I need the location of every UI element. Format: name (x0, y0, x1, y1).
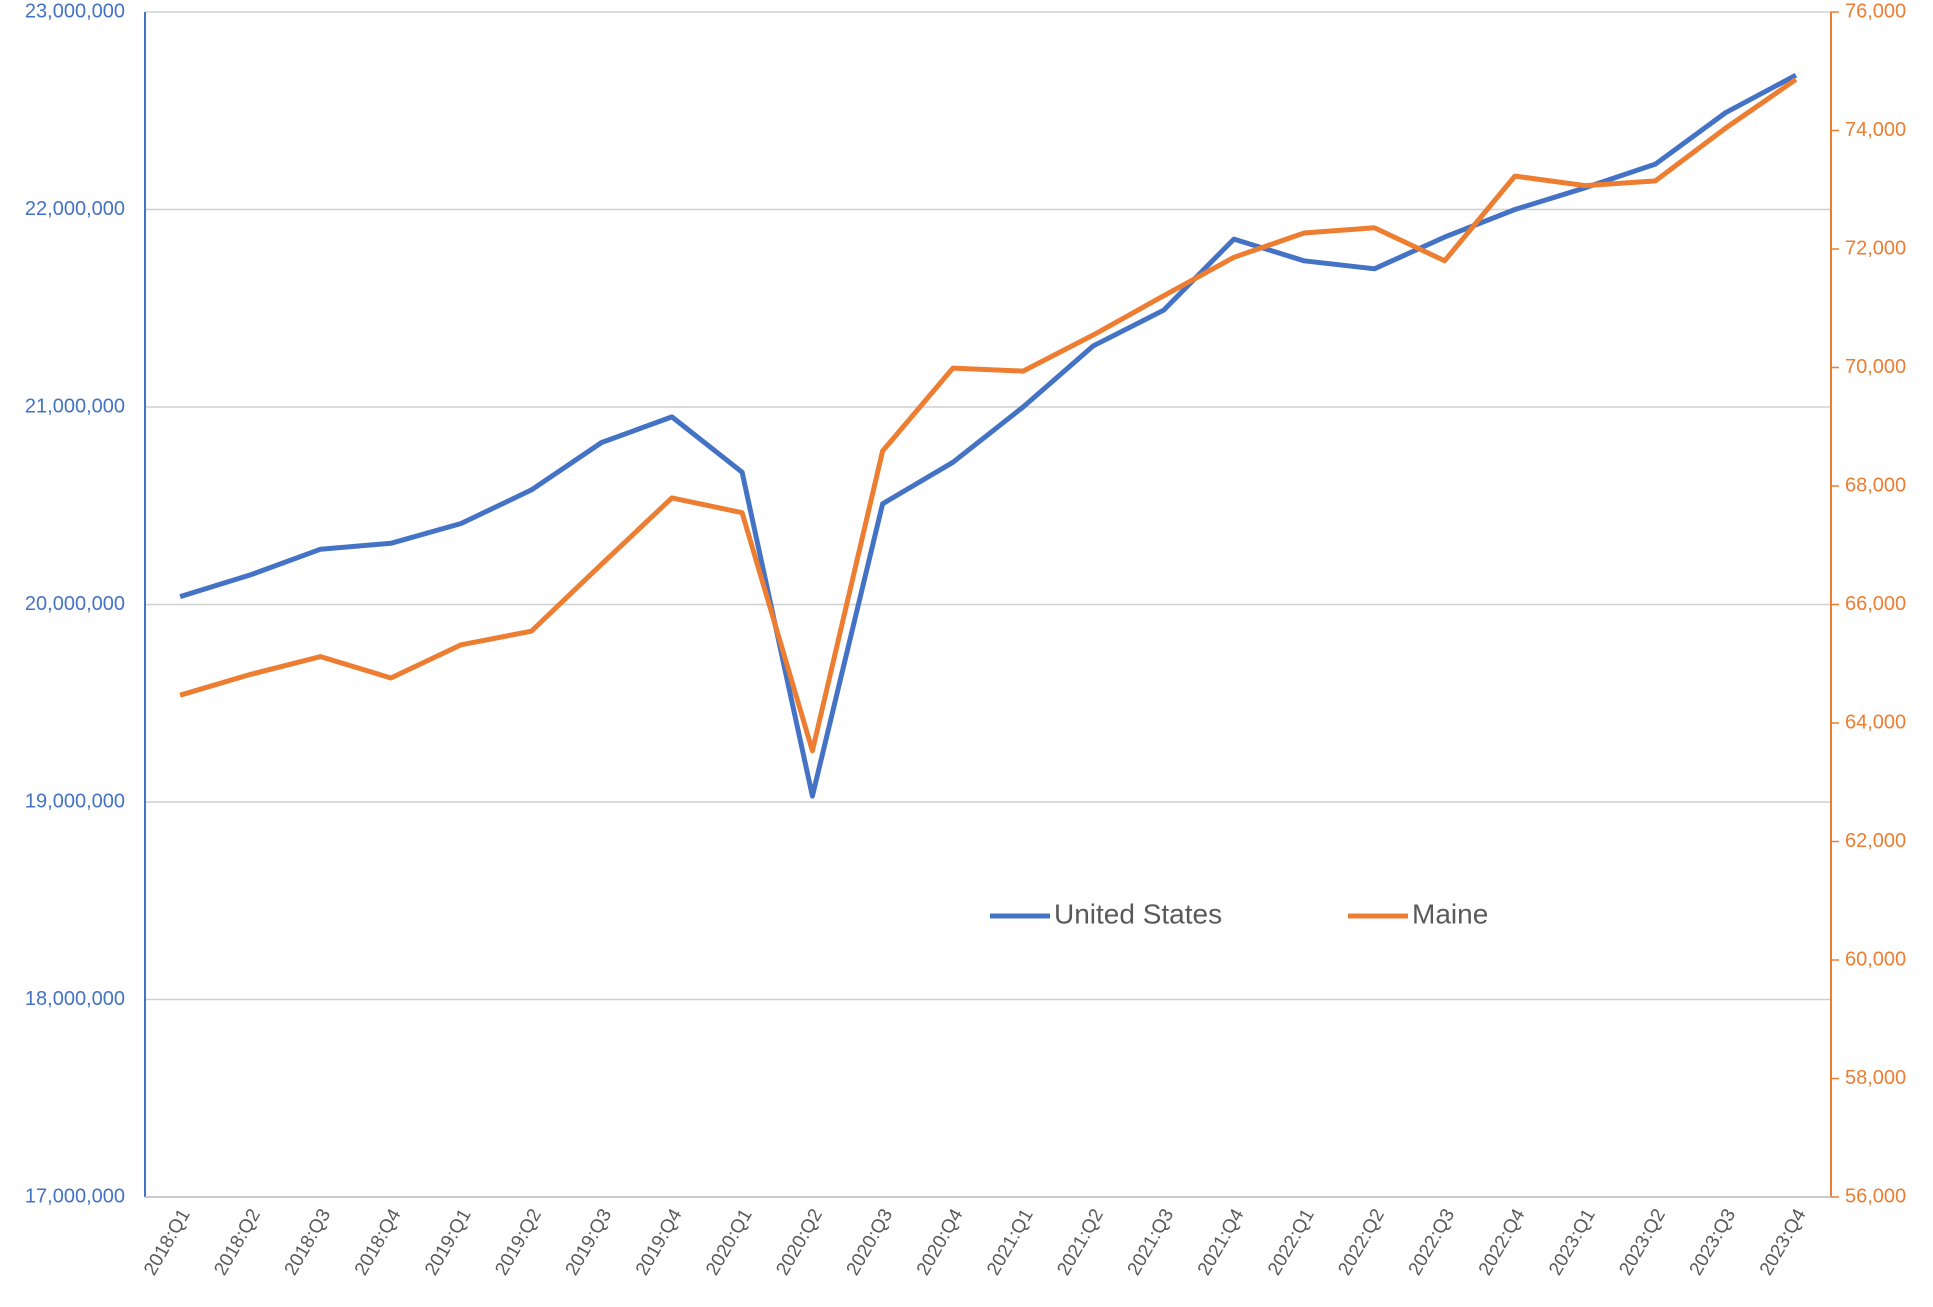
y-tick-label: 21,000,000 (25, 395, 125, 417)
x-tick-label: 2020:Q1 (702, 1206, 757, 1280)
series-line (179, 77, 1798, 754)
x-tick-label: 2022:Q4 (1475, 1205, 1530, 1279)
x-tick-label: 2023:Q2 (1615, 1206, 1670, 1280)
x-tick-label: 2021:Q3 (1124, 1206, 1179, 1280)
y-tick-label: 19,000,000 (25, 790, 125, 812)
x-tick-label: 2022:Q3 (1405, 1206, 1460, 1280)
x-tick-label: 2019:Q1 (421, 1206, 476, 1280)
y-tick-label: 17,000,000 (25, 1185, 125, 1207)
y2-tick-label: 62,000 (1845, 830, 1906, 852)
x-tick-label: 2019:Q3 (562, 1206, 617, 1280)
legend-label: United States (1054, 898, 1222, 929)
y2-tick-label: 66,000 (1845, 593, 1906, 615)
y2-tick-label: 72,000 (1845, 237, 1906, 259)
x-tick-label: 2020:Q3 (843, 1206, 898, 1280)
x-tick-label: 2020:Q4 (913, 1205, 968, 1279)
x-tick-label: 2023:Q3 (1686, 1206, 1741, 1280)
x-tick-label: 2023:Q4 (1756, 1205, 1811, 1279)
y2-tick-label: 68,000 (1845, 474, 1906, 496)
x-tick-label: 2021:Q1 (983, 1206, 1038, 1280)
x-tick-label: 2018:Q3 (281, 1206, 336, 1280)
x-tick-label: 2018:Q2 (210, 1206, 265, 1280)
y2-tick-label: 74,000 (1845, 119, 1906, 141)
x-tick-label: 2021:Q2 (1053, 1206, 1108, 1280)
x-tick-label: 2020:Q2 (772, 1206, 827, 1280)
x-tick-label: 2019:Q2 (491, 1206, 546, 1280)
legend-label: Maine (1412, 898, 1488, 929)
y-tick-label: 18,000,000 (25, 988, 125, 1010)
x-tick-label: 2018:Q4 (351, 1205, 406, 1279)
y2-tick-label: 58,000 (1845, 1067, 1906, 1089)
y2-tick-label: 64,000 (1845, 711, 1906, 733)
y2-tick-label: 60,000 (1845, 948, 1906, 970)
y2-tick-label: 56,000 (1845, 1185, 1906, 1207)
x-tick-label: 2023:Q1 (1545, 1206, 1600, 1280)
y2-tick-label: 70,000 (1845, 356, 1906, 378)
y-tick-label: 23,000,000 (25, 0, 125, 22)
x-tick-label: 2018:Q1 (140, 1206, 195, 1280)
x-tick-label: 2021:Q4 (1194, 1205, 1249, 1279)
x-tick-label: 2019:Q4 (632, 1205, 687, 1279)
y2-tick-label: 76,000 (1845, 0, 1906, 22)
y-tick-label: 20,000,000 (25, 593, 125, 615)
x-tick-label: 2022:Q1 (1264, 1206, 1319, 1280)
series-line (179, 72, 1798, 799)
x-tick-label: 2022:Q2 (1334, 1206, 1389, 1280)
y-tick-label: 22,000,000 (25, 198, 125, 220)
